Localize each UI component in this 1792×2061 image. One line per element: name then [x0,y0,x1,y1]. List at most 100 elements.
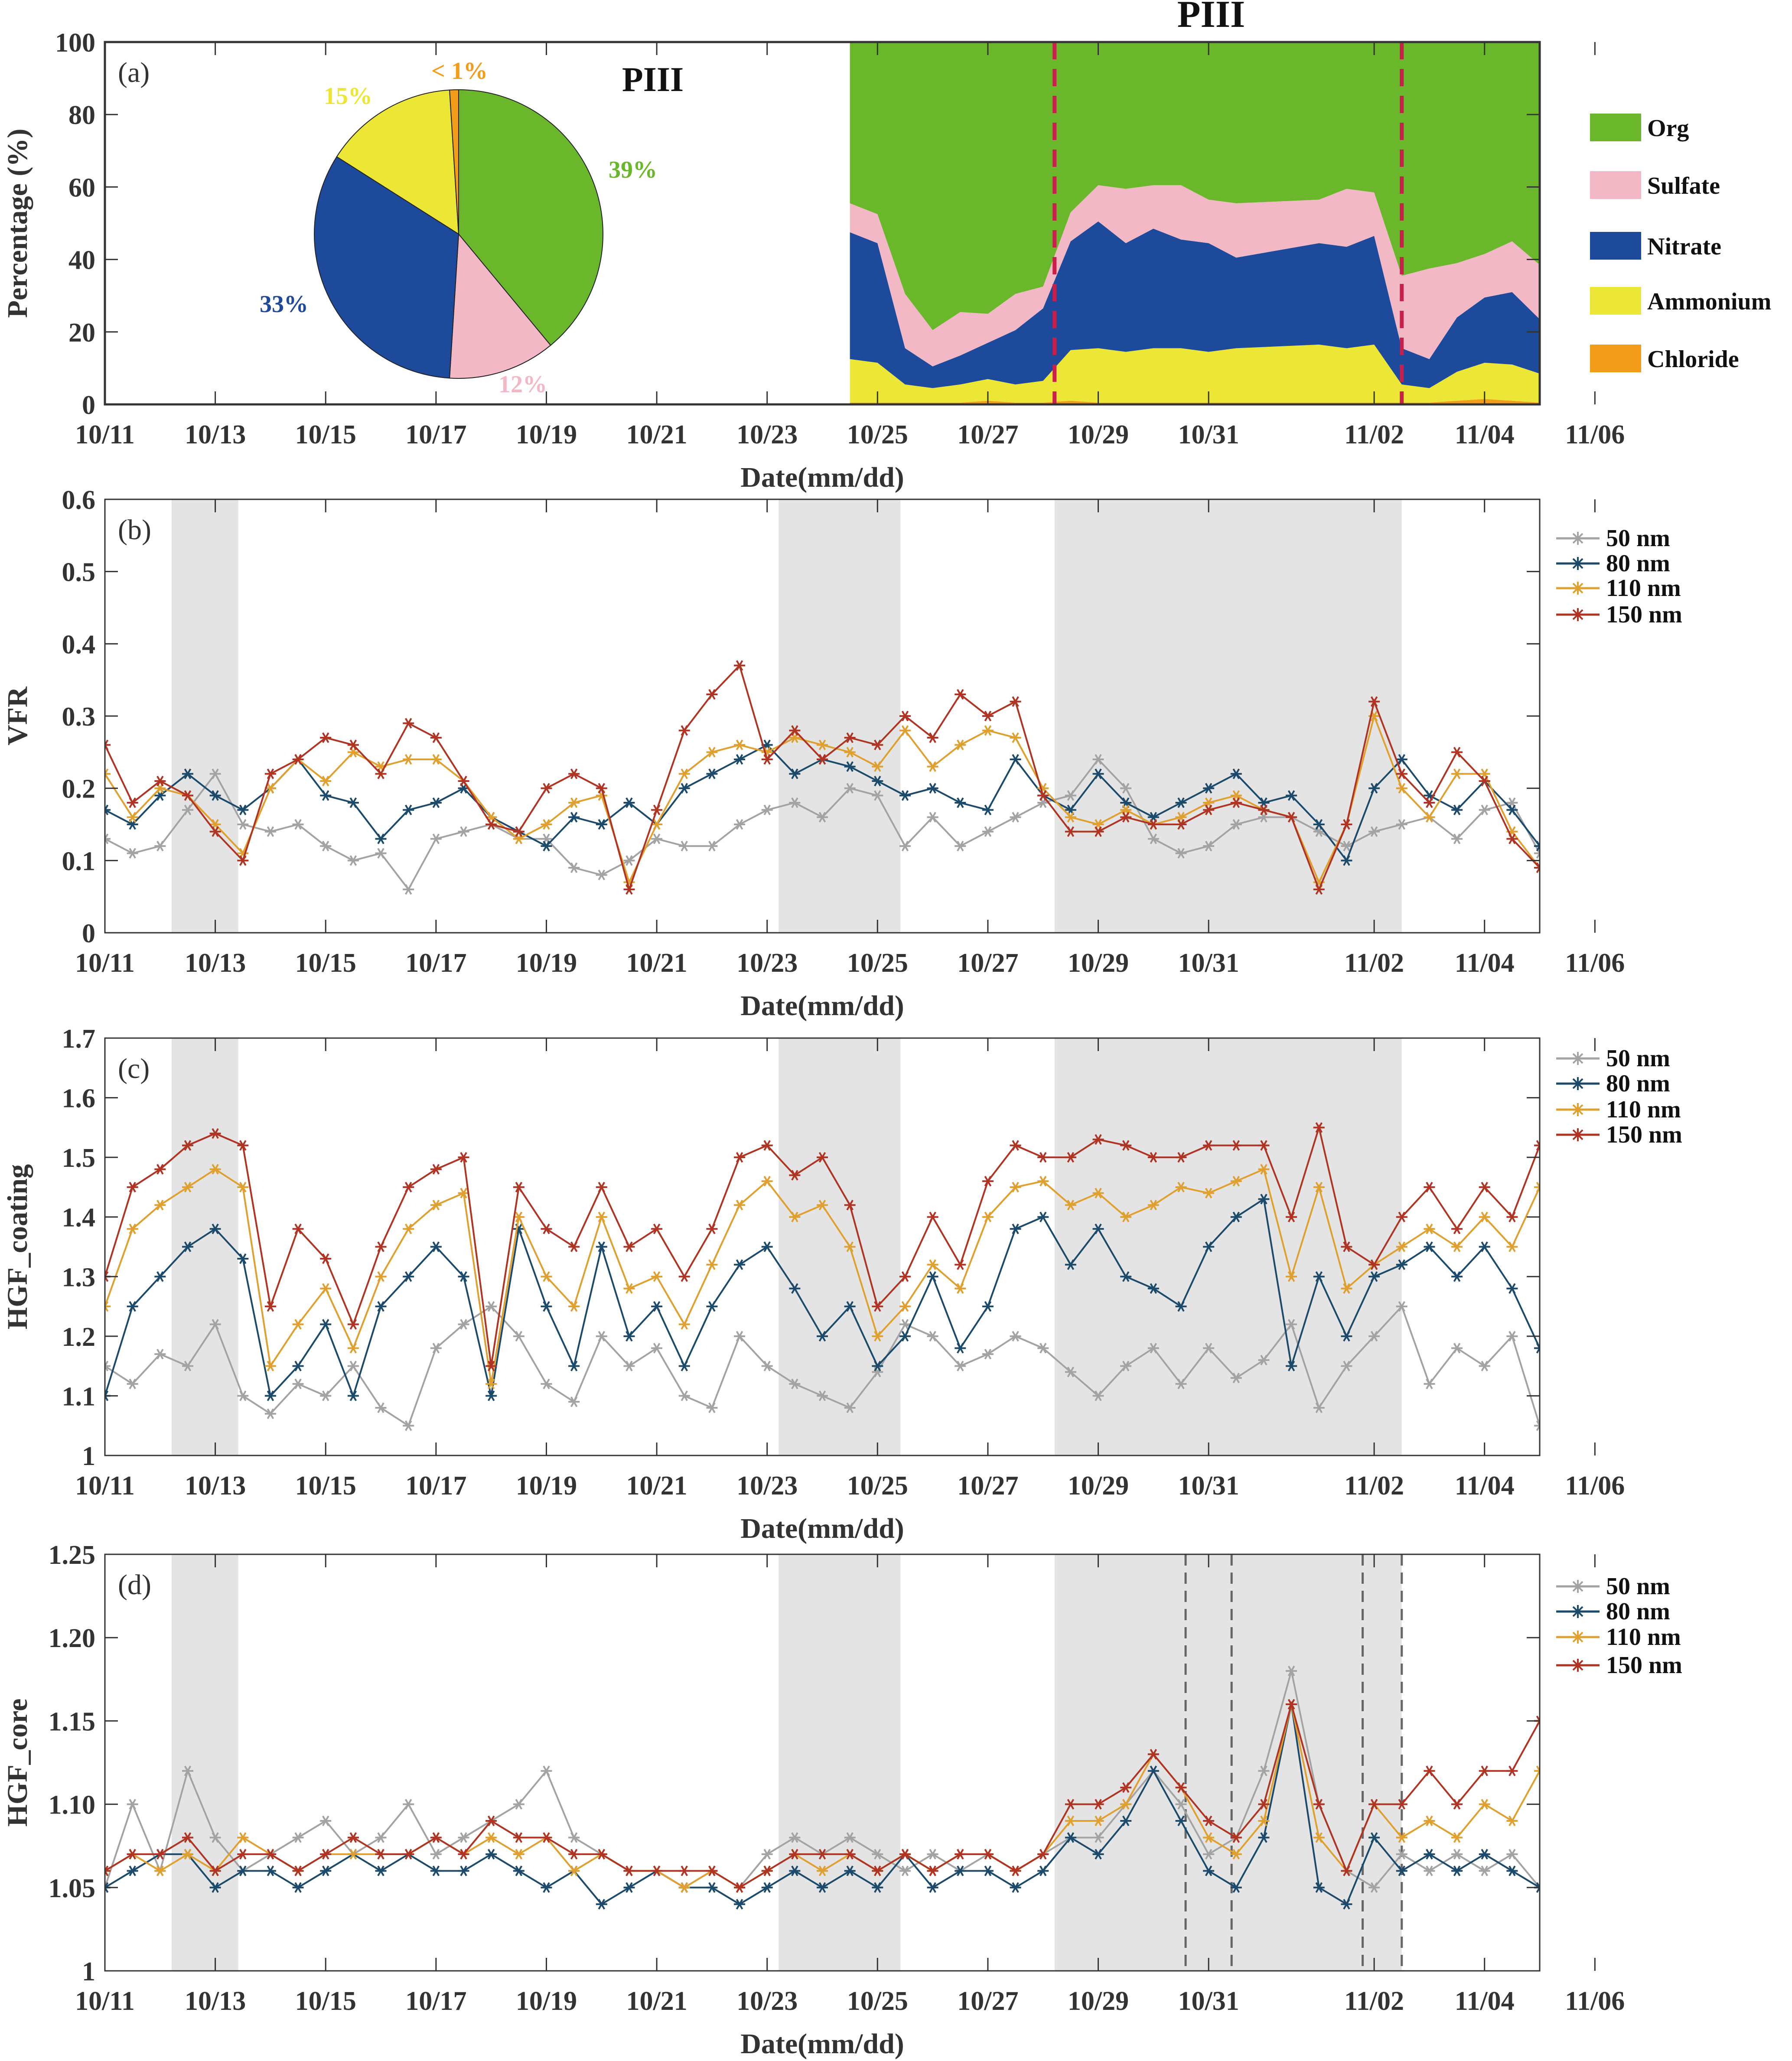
data-point [844,1301,856,1312]
data-point [458,1271,469,1282]
panel-a: PIII 39% 12% 33% 15% < 1% PIII Org Sulfate Nitrat… [2,0,1771,493]
data-point [1534,1420,1540,1431]
data-point [1258,1815,1270,1827]
data-point [1534,1182,1540,1193]
data-point [541,1378,552,1390]
data-point [1506,1283,1518,1294]
data-point [485,1378,497,1390]
data-point [982,826,994,837]
legend-label: 50 nm [1606,525,1670,552]
y-tick-label: 0 [82,391,95,420]
data-point [1037,1211,1049,1222]
data-point [844,1402,856,1413]
panel-label: (a) [118,57,150,88]
data-point [1451,1271,1463,1282]
data-point [485,1849,497,1860]
data-point [678,1866,690,1876]
y-tick-label: 1.10 [49,1791,96,1820]
shaded-period [779,499,901,933]
data-point [623,1241,635,1252]
series-50-nm [105,1301,1540,1431]
data-point [127,1799,138,1810]
data-point [651,1301,663,1312]
data-point [651,1343,663,1354]
data-point [182,1182,193,1193]
data-point [1424,1765,1435,1776]
data-point [264,1301,276,1312]
data-point [1424,1241,1435,1252]
data-point [1424,1223,1435,1234]
data-point [1286,790,1297,801]
data-point [817,1199,828,1211]
data-point [596,1182,607,1193]
data-point [182,1140,193,1151]
data-point [789,797,801,808]
x-tick-label: 10/19 [516,948,577,978]
data-point [872,761,883,772]
data-point [1451,804,1463,815]
legend-marker [1571,1103,1584,1116]
x-tick-label: 11/06 [1565,1986,1625,2016]
panel-label: (d) [118,1569,151,1601]
data-point [209,1164,221,1175]
data-point [1120,1815,1132,1827]
y-tick-label: 1.25 [49,1540,96,1570]
data-point [872,1361,883,1371]
data-point [1451,834,1463,844]
data-point [320,1283,332,1294]
data-point [430,1199,442,1211]
legend-marker [1571,1052,1584,1065]
data-point [1065,1199,1076,1211]
data-point [430,1849,442,1860]
data-point [403,1223,414,1234]
data-point [1175,1182,1187,1193]
x-tick-label: 10/17 [405,1471,466,1501]
data-point [264,826,276,837]
data-point [1506,1765,1518,1776]
data-point [1313,1122,1325,1133]
data-point [844,1866,856,1876]
data-point [955,840,966,852]
x-tick-label: 10/27 [957,1471,1018,1501]
legend-label: 50 nm [1606,1045,1670,1072]
data-point [1313,1832,1325,1843]
data-point [403,1849,414,1860]
data-point [706,768,718,779]
data-point [678,1319,690,1330]
data-point [209,1128,221,1139]
data-point [734,739,746,750]
data-point [817,739,828,750]
data-point [1203,1188,1215,1198]
data-point [1092,1815,1104,1827]
data-point [1120,1271,1132,1282]
x-tick-label: 10/23 [736,1986,798,2016]
data-point [1037,1866,1049,1876]
legend-label: 150 nm [1606,1652,1682,1679]
x-tick-label: 10/13 [185,948,246,978]
x-tick-label: 10/17 [405,1986,466,2016]
data-point [568,1849,580,1860]
x-tick-label: 11/02 [1344,1471,1404,1501]
data-point [347,1343,359,1354]
data-point [127,812,138,823]
panel-label: (b) [118,514,151,546]
data-point [1286,1211,1297,1222]
data-point [1175,1782,1187,1793]
data-point [678,725,690,736]
data-point [1147,1343,1159,1354]
data-point [899,725,911,736]
data-point [568,1241,580,1252]
data-point [1092,1799,1104,1810]
x-tick-label: 10/25 [847,1986,908,2016]
pie-slice-sulfate [449,233,551,379]
data-point [1506,1849,1518,1860]
x-tick-label: 11/04 [1455,1986,1515,2016]
x-tick-label: 10/13 [185,1471,246,1501]
data-point [1341,819,1352,830]
data-point [430,1832,442,1843]
data-point [541,1882,552,1893]
legend-swatch-chloride [1590,345,1641,372]
data-point [209,1832,221,1843]
x-tick-label: 10/21 [626,1471,687,1501]
data-point [320,790,332,801]
